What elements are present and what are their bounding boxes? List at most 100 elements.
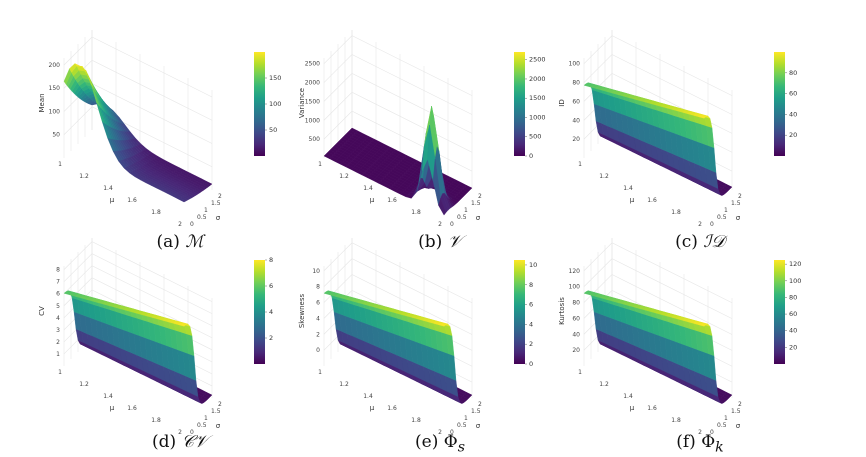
colorbar-tick-label: 100 — [269, 100, 281, 108]
x-axis-label: μ — [370, 404, 375, 412]
x-tick-label: 1.8 — [671, 209, 681, 216]
y-tick-label: 0 — [710, 221, 714, 228]
surface-cell — [698, 322, 707, 327]
colorbar-tick-label: 60 — [789, 90, 797, 98]
z-tick-label: 2000 — [305, 80, 320, 87]
colorbar-tick-label: 4 — [529, 320, 533, 328]
y-tick-label: 1.5 — [471, 408, 481, 415]
colorbar — [774, 52, 785, 156]
colorbar — [514, 52, 525, 156]
x-tick-label: 1.2 — [339, 381, 349, 388]
y-tick-label: 0.5 — [457, 214, 467, 221]
z-tick-label: 2500 — [305, 61, 320, 68]
colorbar-tick-label: 6 — [269, 282, 273, 290]
x-axis-label: μ — [110, 196, 115, 204]
x-axis-label: μ — [630, 404, 635, 412]
colorbar-tick-label: 2000 — [529, 75, 546, 83]
y-axis-label: σ — [216, 214, 221, 222]
surface-plot-skewness: 024681011.21.41.61.82μ00.511.52σSkewness… — [298, 238, 537, 436]
y-tick-label: 1.5 — [211, 408, 221, 415]
grid-line — [63, 265, 213, 326]
x-tick-label: 1 — [58, 369, 62, 376]
x-tick-label: 1.4 — [623, 185, 633, 192]
x-tick-label: 2 — [178, 429, 182, 436]
surface-cell — [438, 322, 447, 327]
x-tick-label: 1 — [58, 161, 62, 168]
z-tick-label: 8 — [316, 284, 320, 291]
colorbar-tick-label: 40 — [789, 327, 797, 335]
colorbar-tick-label: 20 — [789, 343, 797, 351]
x-tick-label: 1 — [578, 161, 582, 168]
surface-cell — [438, 197, 447, 216]
z-tick-label: 7 — [56, 279, 60, 286]
y-tick-label: 2 — [738, 193, 742, 200]
surface-cell — [698, 114, 707, 119]
z-axis-label: CV — [38, 306, 46, 316]
z-tick-label: 2 — [316, 331, 320, 338]
x-tick-label: 1.8 — [671, 417, 681, 424]
z-tick-label: 6 — [316, 300, 320, 307]
colorbar-tick-label: 50 — [269, 126, 277, 134]
z-axis-label: Variance — [298, 88, 306, 118]
caption-e: (e) Φs — [415, 432, 465, 456]
x-tick-label: 1.2 — [599, 173, 609, 180]
grid-line — [63, 241, 213, 302]
colorbar-tick-label: 10 — [529, 261, 537, 269]
surface-mesh — [63, 290, 213, 404]
surface-mesh — [323, 290, 473, 404]
colorbar-tick-label: 0 — [529, 360, 533, 368]
y-tick-label: 2 — [478, 401, 482, 408]
x-tick-label: 1 — [318, 369, 322, 376]
z-tick-label: 3 — [56, 327, 60, 334]
colorbar-tick-label: 80 — [789, 69, 797, 77]
z-tick-label: 100 — [49, 108, 61, 115]
y-tick-label: 1.5 — [731, 200, 741, 207]
x-tick-label: 1 — [578, 369, 582, 376]
z-axis-label: ID — [558, 99, 566, 106]
z-tick-label: 4 — [316, 315, 320, 322]
x-tick-label: 1.2 — [79, 381, 89, 388]
z-axis-label: Skewness — [298, 293, 306, 328]
y-tick-label: 0.5 — [457, 422, 467, 429]
y-tick-label: 1 — [464, 207, 468, 214]
surface-plot-kurtosis: 2040608010012011.21.41.61.82μ00.511.52σK… — [558, 238, 801, 436]
y-axis-label: σ — [736, 422, 741, 430]
plot-area: 2040608010012011.21.41.61.82μ00.511.52σK… — [558, 238, 742, 436]
colorbar-tick-label: 100 — [789, 277, 801, 285]
colorbar-tick-label: 60 — [789, 310, 797, 318]
caption-c: (c) ℐ𝒟 — [675, 232, 725, 252]
x-tick-label: 1.8 — [151, 209, 161, 216]
z-tick-label: 50 — [52, 132, 60, 139]
z-tick-label: 500 — [309, 136, 321, 143]
x-tick-label: 1.8 — [411, 209, 421, 216]
grid-line — [63, 106, 213, 168]
x-tick-label: 1.6 — [127, 197, 137, 204]
x-tick-label: 1.4 — [363, 185, 373, 192]
surface-mesh — [323, 106, 473, 216]
z-tick-label: 10 — [312, 268, 320, 275]
surface-plot-mean: 5010015020011.21.41.61.82μ00.511.52σMean… — [38, 30, 281, 228]
y-tick-label: 0 — [710, 429, 714, 436]
z-tick-label: 100 — [569, 284, 581, 291]
x-tick-label: 1 — [318, 161, 322, 168]
z-tick-label: 1500 — [305, 98, 320, 105]
y-tick-label: 0 — [190, 429, 194, 436]
y-tick-label: 1 — [464, 415, 468, 422]
y-tick-label: 0 — [450, 429, 454, 436]
x-tick-label: 1.4 — [623, 393, 633, 400]
x-tick-label: 2 — [438, 221, 442, 228]
x-tick-label: 1.8 — [151, 417, 161, 424]
y-tick-label: 1 — [724, 207, 728, 214]
colorbar-tick-label: 2500 — [529, 56, 546, 64]
z-tick-label: 40 — [572, 117, 580, 124]
z-tick-label: 40 — [572, 331, 580, 338]
colorbar-tick-label: 80 — [789, 293, 797, 301]
y-tick-label: 1.5 — [731, 408, 741, 415]
colorbar — [514, 260, 525, 364]
z-tick-label: 20 — [572, 347, 580, 354]
